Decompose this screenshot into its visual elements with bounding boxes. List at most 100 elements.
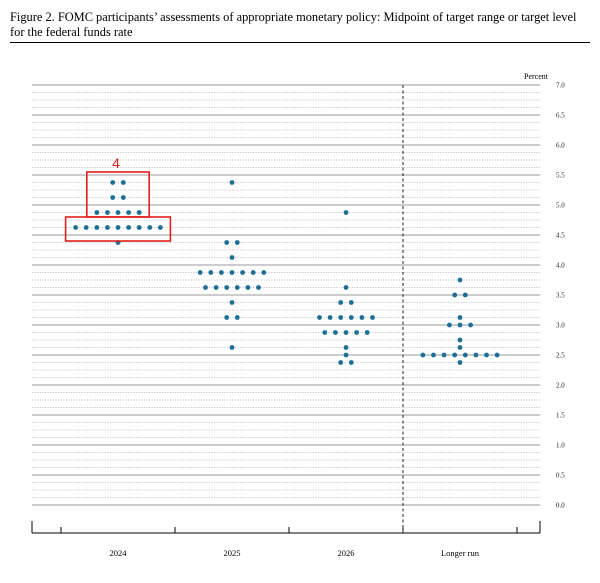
- x-category-label: 2025: [224, 548, 241, 558]
- participant-dot: [229, 255, 235, 260]
- y-tick-label: 6.0: [556, 142, 565, 150]
- participant-dot: [110, 180, 116, 185]
- participant-dot: [338, 360, 344, 365]
- participant-dot: [343, 330, 349, 335]
- y-tick-label: 1.0: [556, 442, 565, 450]
- participant-dot: [457, 315, 463, 320]
- participant-dot: [83, 225, 89, 230]
- participant-dot: [256, 285, 261, 290]
- participant-dot: [229, 180, 235, 185]
- participant-dot: [105, 210, 110, 215]
- participant-dot: [94, 225, 100, 230]
- participant-dot: [261, 270, 267, 275]
- participant-dot: [462, 352, 468, 358]
- participant-dot: [224, 240, 230, 245]
- participant-dot: [245, 285, 251, 290]
- participant-dot: [126, 225, 131, 230]
- participant-dot: [494, 352, 500, 358]
- participant-dot: [136, 210, 142, 215]
- participant-dot: [105, 225, 110, 230]
- y-tick-label: 5.0: [556, 202, 565, 210]
- participant-dot: [240, 270, 246, 275]
- participant-dot: [343, 210, 349, 215]
- participant-dot: [343, 285, 349, 290]
- participant-dot: [370, 315, 375, 320]
- participant-dot: [147, 225, 153, 230]
- unit-label: Percent: [524, 72, 549, 81]
- participant-dot: [431, 352, 436, 358]
- participant-dot: [203, 285, 208, 290]
- participant-dot: [317, 315, 322, 320]
- participant-dot: [229, 345, 235, 350]
- participant-dot: [250, 270, 256, 275]
- participant-dot: [120, 195, 126, 200]
- y-tick-label: 4.0: [556, 262, 565, 270]
- participant-dot: [219, 270, 224, 275]
- participant-dot: [348, 360, 354, 365]
- participant-dot: [473, 352, 479, 358]
- participant-dot: [348, 315, 354, 320]
- participant-dot: [197, 270, 203, 275]
- participant-dot: [115, 210, 121, 215]
- participant-dot: [348, 300, 354, 305]
- x-category-label: 2024: [110, 548, 128, 558]
- y-tick-label: 2.0: [556, 382, 565, 390]
- annotation-text: 4: [112, 155, 120, 171]
- participant-dot: [333, 330, 338, 335]
- y-tick-label: 5.5: [556, 172, 565, 180]
- figure-caption: Figure 2. FOMC participants’ assessments…: [10, 10, 577, 39]
- participant-dot: [234, 285, 240, 290]
- annotation-box: [64, 216, 172, 242]
- participant-dot: [457, 322, 463, 328]
- y-tick-label: 1.5: [556, 412, 565, 420]
- participant-dot: [338, 315, 344, 320]
- participant-dot: [126, 210, 131, 215]
- participant-dot: [322, 330, 328, 335]
- participant-dot: [484, 352, 489, 358]
- participant-dot: [420, 352, 426, 358]
- participant-dot: [327, 315, 333, 320]
- participant-dot: [364, 330, 370, 335]
- participant-dot: [229, 300, 235, 305]
- participant-dot: [120, 180, 126, 185]
- participant-dot: [359, 315, 365, 320]
- participant-dot: [136, 225, 142, 230]
- y-tick-label: 0.5: [556, 472, 565, 480]
- caption-rule: [10, 42, 590, 43]
- participant-dot: [468, 322, 473, 328]
- participant-dot: [224, 285, 230, 290]
- participant-dot: [452, 292, 458, 298]
- participant-dot: [457, 360, 463, 365]
- y-tick-label: 4.5: [556, 232, 565, 240]
- participant-dot: [343, 345, 349, 350]
- participant-dot: [441, 352, 447, 358]
- participant-dot: [457, 277, 463, 283]
- participant-dot: [354, 330, 359, 335]
- y-tick-label: 2.5: [556, 352, 565, 360]
- x-category-label: Longer run: [441, 548, 480, 558]
- participant-dot: [343, 352, 349, 358]
- participant-dot: [158, 225, 163, 230]
- participant-dot: [457, 345, 463, 350]
- participant-dot: [110, 195, 116, 200]
- y-tick-label: 7.0: [556, 82, 565, 90]
- participant-dot: [94, 210, 100, 215]
- participant-dot: [234, 315, 240, 320]
- participant-dot: [73, 225, 78, 230]
- participant-dot: [213, 285, 219, 290]
- participant-dot: [208, 270, 214, 275]
- y-tick-label: 6.5: [556, 112, 565, 120]
- x-category-label: 2026: [338, 548, 355, 558]
- participant-dot: [115, 225, 121, 230]
- participant-dot: [234, 240, 240, 245]
- participant-dot: [447, 322, 452, 328]
- participant-dot: [224, 315, 230, 320]
- y-tick-label: 3.0: [556, 322, 565, 330]
- y-tick-label: 3.5: [556, 292, 565, 300]
- participant-dot: [462, 292, 468, 298]
- participant-dot: [457, 337, 463, 343]
- participant-dot: [229, 270, 235, 275]
- y-tick-label: 0.0: [556, 502, 565, 510]
- participant-dot: [338, 300, 344, 305]
